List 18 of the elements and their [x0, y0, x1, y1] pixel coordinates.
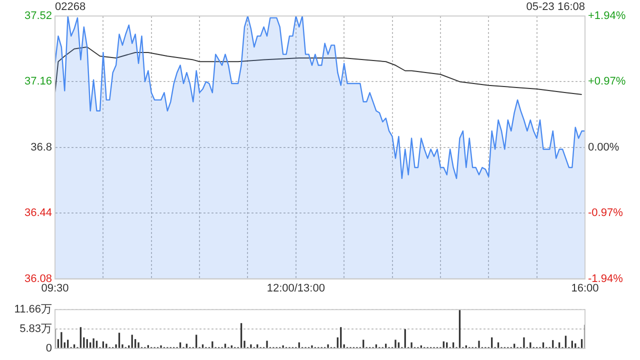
y-tick-label: 11.66万: [14, 304, 52, 316]
y2-tick-label: +0.97%: [588, 76, 626, 88]
y-tick-label: 36.08: [24, 272, 52, 285]
y-tick-label: 0: [46, 342, 52, 354]
y2-tick-label: +1.94%: [588, 10, 626, 22]
y2-tick-label: -1.94%: [588, 272, 624, 285]
x-tick-label: 09:30: [41, 282, 69, 294]
x-tick-label: 12:00/13:00: [266, 282, 325, 294]
chart-title: 02268: [55, 1, 86, 14]
x-tick-label: 16:00: [571, 282, 599, 294]
y-tick-label: 36.44: [24, 207, 52, 220]
y-tick-label: 37.52: [24, 10, 52, 22]
y-tick-label: 5.83万: [20, 323, 52, 336]
y-tick-label: 36.8: [30, 141, 52, 154]
y2-tick-label: 0.00%: [588, 141, 620, 154]
text: 05-23 16:08: [526, 1, 585, 14]
y-tick-label: 37.16: [24, 76, 52, 88]
y2-tick-label: -0.97%: [588, 207, 624, 220]
